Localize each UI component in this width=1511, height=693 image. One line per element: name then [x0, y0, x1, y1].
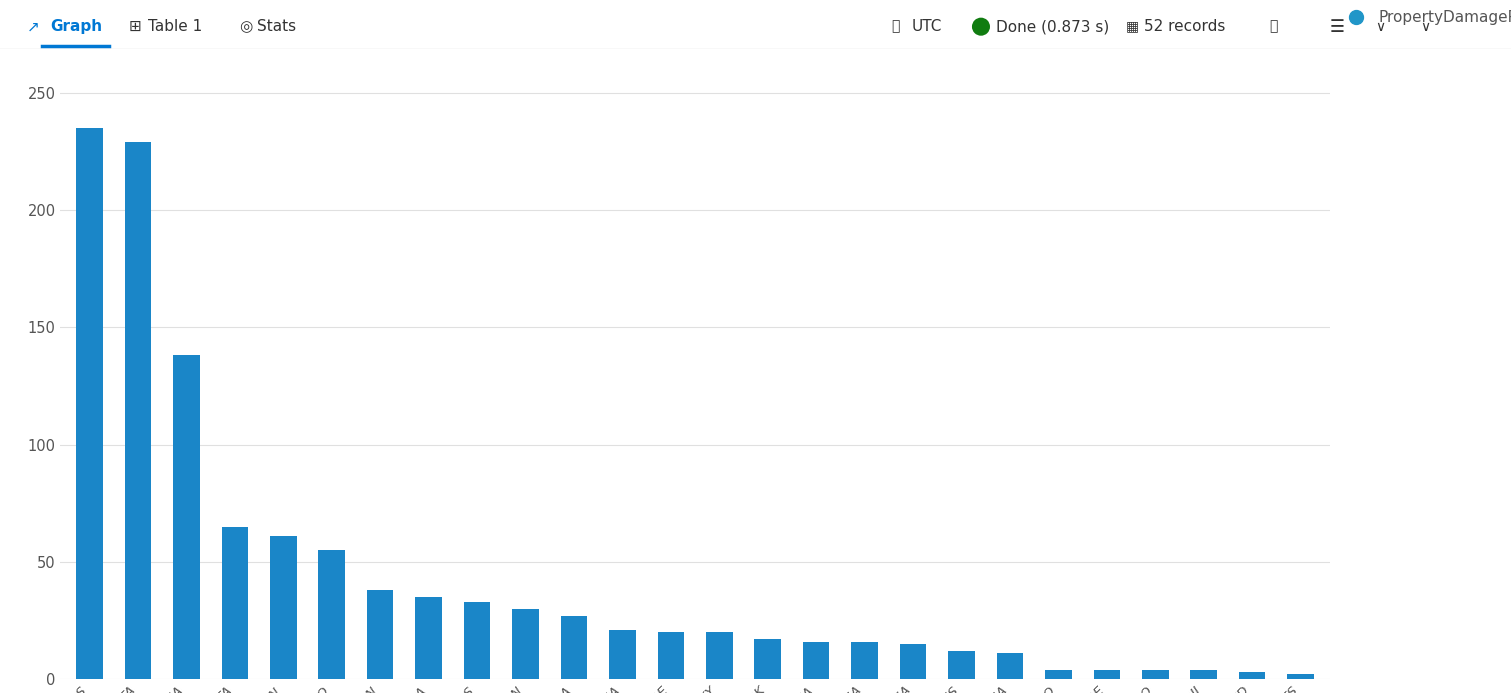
Bar	[464, 602, 491, 679]
Bar	[270, 536, 296, 679]
Text: UTC: UTC	[911, 19, 941, 34]
Text: ☰: ☰	[1330, 18, 1345, 35]
Bar	[997, 653, 1023, 679]
Bar	[754, 639, 781, 679]
Bar	[949, 651, 975, 679]
Text: Table 1: Table 1	[148, 19, 202, 34]
Bar	[124, 142, 151, 679]
Bar	[1142, 669, 1168, 679]
Bar	[1239, 672, 1266, 679]
Bar	[706, 632, 733, 679]
Text: ⏱: ⏱	[891, 19, 901, 34]
Text: Stats: Stats	[257, 19, 296, 34]
Bar	[1094, 669, 1120, 679]
Text: ⊞: ⊞	[128, 19, 141, 34]
Bar	[802, 642, 830, 679]
Bar	[76, 128, 103, 679]
Legend: PropertyDamagePerCapita: PropertyDamagePerCapita	[1334, 3, 1511, 31]
Text: ∨: ∨	[1420, 19, 1431, 34]
Bar	[561, 616, 588, 679]
Bar	[1287, 674, 1315, 679]
Bar	[1046, 669, 1071, 679]
Bar	[174, 356, 199, 679]
Text: Graph: Graph	[50, 19, 101, 34]
Bar	[1191, 669, 1216, 679]
Bar	[222, 527, 248, 679]
Text: 📋: 📋	[1269, 19, 1278, 34]
Bar	[851, 642, 878, 679]
Text: ▦: ▦	[1126, 19, 1139, 34]
Bar	[657, 632, 684, 679]
Text: Done (0.873 s): Done (0.873 s)	[996, 19, 1109, 34]
Text: ∨: ∨	[1375, 19, 1386, 34]
Text: ✓: ✓	[975, 19, 987, 34]
Bar	[609, 630, 636, 679]
Text: 52 records: 52 records	[1144, 19, 1225, 34]
Bar	[319, 550, 345, 679]
Text: ↗: ↗	[27, 19, 39, 34]
Bar	[512, 608, 539, 679]
Bar	[899, 644, 926, 679]
Text: ◎: ◎	[239, 19, 252, 34]
Bar	[416, 597, 441, 679]
Bar	[367, 590, 393, 679]
